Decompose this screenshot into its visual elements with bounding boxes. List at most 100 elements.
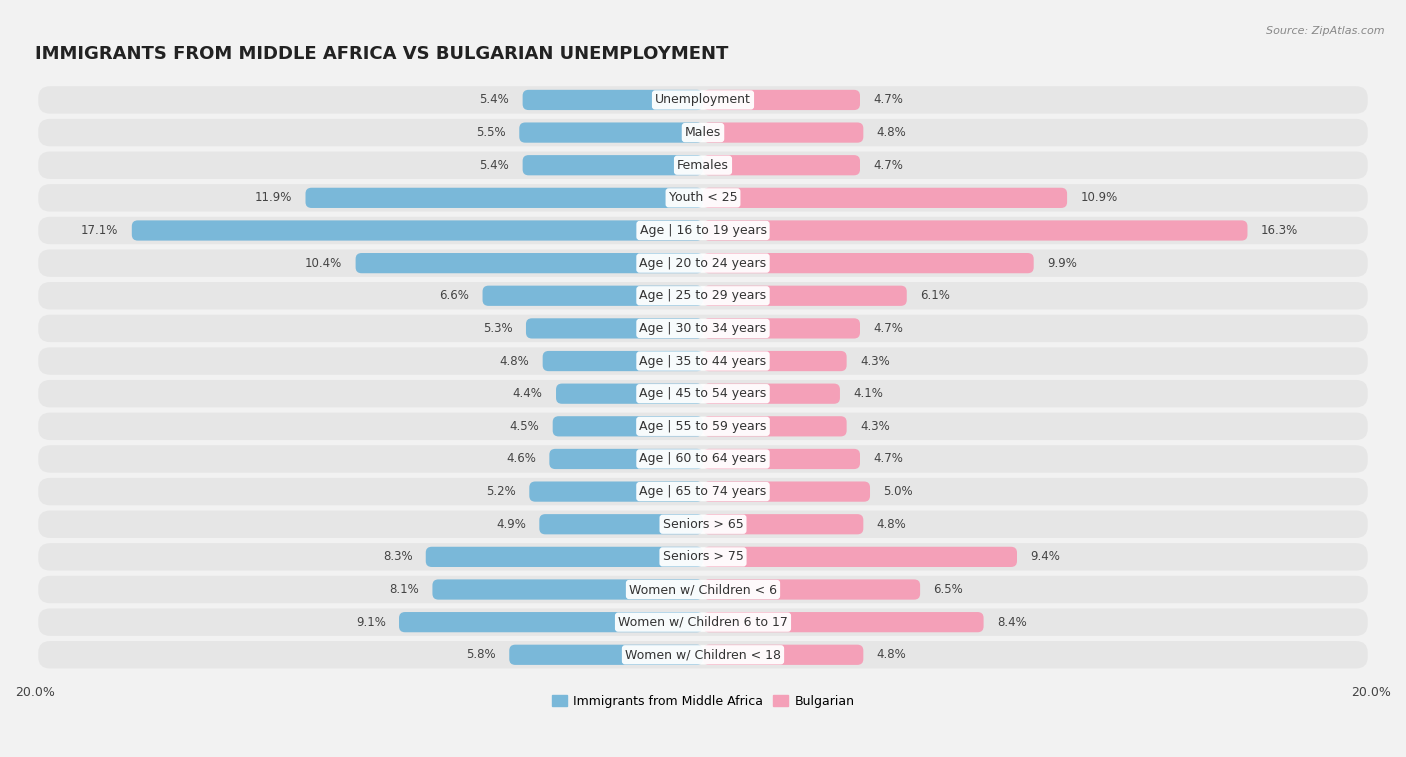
Text: 4.7%: 4.7% <box>873 93 903 107</box>
Text: 4.8%: 4.8% <box>877 126 907 139</box>
FancyBboxPatch shape <box>426 547 703 567</box>
FancyBboxPatch shape <box>433 579 703 600</box>
FancyBboxPatch shape <box>526 318 703 338</box>
FancyBboxPatch shape <box>305 188 703 208</box>
Text: Women w/ Children < 18: Women w/ Children < 18 <box>626 648 780 662</box>
Text: 5.8%: 5.8% <box>467 648 496 662</box>
FancyBboxPatch shape <box>523 90 703 110</box>
Text: 8.1%: 8.1% <box>389 583 419 596</box>
FancyBboxPatch shape <box>523 155 703 176</box>
Text: 8.3%: 8.3% <box>382 550 412 563</box>
FancyBboxPatch shape <box>38 380 1368 407</box>
FancyBboxPatch shape <box>703 351 846 371</box>
Text: 4.3%: 4.3% <box>860 420 890 433</box>
FancyBboxPatch shape <box>519 123 703 143</box>
Text: 5.2%: 5.2% <box>486 485 516 498</box>
FancyBboxPatch shape <box>482 285 703 306</box>
Text: Age | 25 to 29 years: Age | 25 to 29 years <box>640 289 766 302</box>
Text: Women w/ Children < 6: Women w/ Children < 6 <box>628 583 778 596</box>
Text: Youth < 25: Youth < 25 <box>669 192 737 204</box>
Text: Age | 60 to 64 years: Age | 60 to 64 years <box>640 453 766 466</box>
FancyBboxPatch shape <box>132 220 703 241</box>
FancyBboxPatch shape <box>703 220 1247 241</box>
FancyBboxPatch shape <box>703 285 907 306</box>
Text: 8.4%: 8.4% <box>997 615 1026 628</box>
FancyBboxPatch shape <box>38 609 1368 636</box>
FancyBboxPatch shape <box>38 119 1368 146</box>
Text: Source: ZipAtlas.com: Source: ZipAtlas.com <box>1267 26 1385 36</box>
Text: 10.9%: 10.9% <box>1080 192 1118 204</box>
FancyBboxPatch shape <box>543 351 703 371</box>
Text: Seniors > 75: Seniors > 75 <box>662 550 744 563</box>
FancyBboxPatch shape <box>703 612 984 632</box>
Text: 4.6%: 4.6% <box>506 453 536 466</box>
Text: 4.7%: 4.7% <box>873 322 903 335</box>
FancyBboxPatch shape <box>550 449 703 469</box>
FancyBboxPatch shape <box>38 217 1368 245</box>
Text: 4.3%: 4.3% <box>860 354 890 368</box>
FancyBboxPatch shape <box>38 445 1368 472</box>
Text: Age | 65 to 74 years: Age | 65 to 74 years <box>640 485 766 498</box>
FancyBboxPatch shape <box>703 449 860 469</box>
Text: Unemployment: Unemployment <box>655 93 751 107</box>
FancyBboxPatch shape <box>703 318 860 338</box>
Text: 5.4%: 5.4% <box>479 159 509 172</box>
Text: Age | 45 to 54 years: Age | 45 to 54 years <box>640 387 766 400</box>
Text: 9.4%: 9.4% <box>1031 550 1060 563</box>
Text: 5.0%: 5.0% <box>883 485 912 498</box>
Text: 4.7%: 4.7% <box>873 453 903 466</box>
FancyBboxPatch shape <box>703 253 1033 273</box>
FancyBboxPatch shape <box>38 347 1368 375</box>
Text: Females: Females <box>678 159 728 172</box>
FancyBboxPatch shape <box>703 384 839 403</box>
FancyBboxPatch shape <box>703 188 1067 208</box>
FancyBboxPatch shape <box>38 184 1368 211</box>
FancyBboxPatch shape <box>38 576 1368 603</box>
FancyBboxPatch shape <box>703 514 863 534</box>
Text: Age | 20 to 24 years: Age | 20 to 24 years <box>640 257 766 269</box>
Text: 5.4%: 5.4% <box>479 93 509 107</box>
Text: 4.4%: 4.4% <box>513 387 543 400</box>
Text: 4.9%: 4.9% <box>496 518 526 531</box>
Text: 6.1%: 6.1% <box>920 289 950 302</box>
FancyBboxPatch shape <box>553 416 703 437</box>
Text: 9.9%: 9.9% <box>1047 257 1077 269</box>
FancyBboxPatch shape <box>38 478 1368 506</box>
FancyBboxPatch shape <box>38 151 1368 179</box>
FancyBboxPatch shape <box>38 510 1368 538</box>
FancyBboxPatch shape <box>703 547 1017 567</box>
Text: Age | 35 to 44 years: Age | 35 to 44 years <box>640 354 766 368</box>
FancyBboxPatch shape <box>540 514 703 534</box>
FancyBboxPatch shape <box>703 155 860 176</box>
Text: 5.5%: 5.5% <box>477 126 506 139</box>
FancyBboxPatch shape <box>703 579 920 600</box>
FancyBboxPatch shape <box>38 315 1368 342</box>
FancyBboxPatch shape <box>38 282 1368 310</box>
Text: Women w/ Children 6 to 17: Women w/ Children 6 to 17 <box>619 615 787 628</box>
FancyBboxPatch shape <box>38 249 1368 277</box>
Text: 9.1%: 9.1% <box>356 615 385 628</box>
Text: Age | 55 to 59 years: Age | 55 to 59 years <box>640 420 766 433</box>
Text: 4.8%: 4.8% <box>499 354 529 368</box>
Text: 5.3%: 5.3% <box>484 322 513 335</box>
FancyBboxPatch shape <box>38 641 1368 668</box>
Text: 4.1%: 4.1% <box>853 387 883 400</box>
Text: 4.8%: 4.8% <box>877 648 907 662</box>
Text: 10.4%: 10.4% <box>305 257 342 269</box>
Legend: Immigrants from Middle Africa, Bulgarian: Immigrants from Middle Africa, Bulgarian <box>547 690 859 713</box>
FancyBboxPatch shape <box>529 481 703 502</box>
Text: 6.5%: 6.5% <box>934 583 963 596</box>
FancyBboxPatch shape <box>703 481 870 502</box>
FancyBboxPatch shape <box>38 544 1368 571</box>
Text: IMMIGRANTS FROM MIDDLE AFRICA VS BULGARIAN UNEMPLOYMENT: IMMIGRANTS FROM MIDDLE AFRICA VS BULGARI… <box>35 45 728 64</box>
Text: 16.3%: 16.3% <box>1261 224 1298 237</box>
Text: Males: Males <box>685 126 721 139</box>
Text: Age | 16 to 19 years: Age | 16 to 19 years <box>640 224 766 237</box>
FancyBboxPatch shape <box>38 86 1368 114</box>
FancyBboxPatch shape <box>703 90 860 110</box>
Text: Age | 30 to 34 years: Age | 30 to 34 years <box>640 322 766 335</box>
FancyBboxPatch shape <box>356 253 703 273</box>
FancyBboxPatch shape <box>509 645 703 665</box>
FancyBboxPatch shape <box>703 123 863 143</box>
Text: 4.5%: 4.5% <box>509 420 540 433</box>
